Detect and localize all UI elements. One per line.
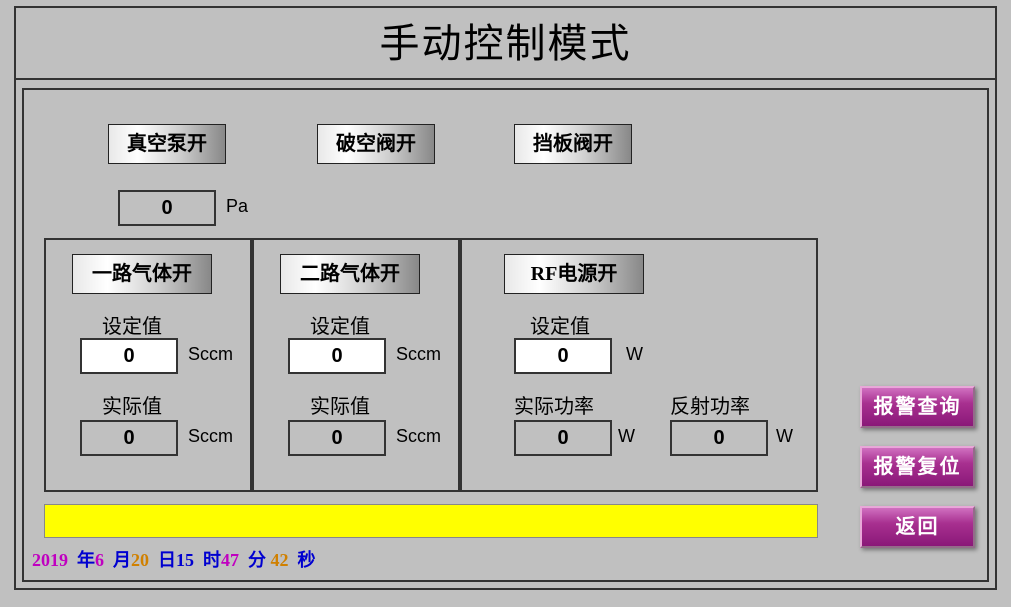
gas2-act-unit: Sccm [396,426,441,447]
rf-refl-value: 0 [670,420,768,456]
gas1-act-unit: Sccm [188,426,233,447]
pressure-value: 0 [118,190,216,226]
rf-act-value: 0 [514,420,612,456]
gas1-set-unit: Sccm [188,344,233,365]
alarm-query-button[interactable]: 报警查询 [860,386,975,428]
vent-valve-button[interactable]: 破空阀开 [317,124,435,164]
rf-act-label: 实际功率 [514,390,594,419]
clock-day-label: 日 [158,550,176,570]
baffle-valve-button[interactable]: 挡板阀开 [514,124,632,164]
clock-hour: 15 [176,550,194,570]
gas2-set-value[interactable]: 0 [288,338,386,374]
clock-year: 2019 [32,550,68,570]
back-button[interactable]: 返回 [860,506,975,548]
gas1-act-label: 实际值 [102,390,162,419]
rf-set-value[interactable]: 0 [514,338,612,374]
rf-act-unit: W [618,426,635,447]
clock-month: 6 [95,550,104,570]
clock-hour-label: 时 [203,550,221,570]
alarm-reset-button[interactable]: 报警复位 [860,446,975,488]
clock-minute: 47 [221,550,239,570]
main-panel: 真空泵开 破空阀开 挡板阀开 0 Pa 一路气体开 设定值 0 Sccm 实际值… [22,88,989,582]
rf-refl-unit: W [776,426,793,447]
rf-set-label: 设定值 [530,310,590,339]
gas2-button[interactable]: 二路气体开 [280,254,420,294]
gas1-act-value: 0 [80,420,178,456]
clock: 2019 年6 月20 日15 时47 分 42 秒 [32,546,316,572]
clock-year-label: 年 [77,550,95,570]
gas2-set-label: 设定值 [310,310,370,339]
gas2-panel: 二路气体开 设定值 0 Sccm 实际值 0 Sccm [252,238,460,492]
clock-second: 42 [271,550,289,570]
rf-power-button[interactable]: RF电源开 [504,254,644,294]
rf-set-unit: W [626,344,643,365]
gas1-set-label: 设定值 [102,310,162,339]
gas1-button[interactable]: 一路气体开 [72,254,212,294]
gas1-set-value[interactable]: 0 [80,338,178,374]
page-title: 手动控制模式 [16,8,995,80]
outer-frame: 手动控制模式 真空泵开 破空阀开 挡板阀开 0 Pa 一路气体开 设定值 0 S… [14,6,997,590]
status-strip [44,504,818,538]
rf-panel: RF电源开 设定值 0 W 实际功率 0 W 反射功率 0 W [460,238,818,492]
gas2-act-label: 实际值 [310,390,370,419]
clock-second-label: 秒 [298,550,316,570]
gas1-panel: 一路气体开 设定值 0 Sccm 实际值 0 Sccm [44,238,252,492]
gas2-set-unit: Sccm [396,344,441,365]
rf-refl-label: 反射功率 [670,390,750,419]
vacuum-pump-button[interactable]: 真空泵开 [108,124,226,164]
pressure-unit: Pa [226,196,248,217]
clock-day: 20 [131,550,149,570]
gas2-act-value: 0 [288,420,386,456]
clock-minute-label: 分 [248,550,266,570]
clock-month-label: 月 [113,550,131,570]
